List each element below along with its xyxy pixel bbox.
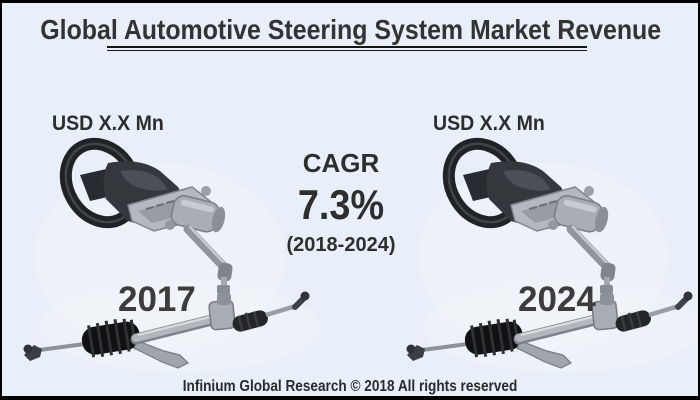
cagr-label: CAGR <box>302 148 380 178</box>
page-title: Global Automotive Steering System Market… <box>40 14 662 45</box>
steering-system-illustration-right <box>407 131 699 372</box>
unit-label-left: USD X.X Mn <box>52 112 164 135</box>
cagr-period: (2018-2024) <box>286 233 396 256</box>
cagr-block: CAGR 7.3% (2018-2024) <box>249 149 433 256</box>
unit-label-right: USD X.X Mn <box>433 112 545 135</box>
title-underline <box>107 46 587 51</box>
cagr-value: 7.3% <box>297 180 385 228</box>
copyright-footer: Infinium Global Research © 2018 All righ… <box>182 378 518 396</box>
year-label-right: 2024 <box>518 280 596 319</box>
year-label-left: 2017 <box>118 280 196 319</box>
